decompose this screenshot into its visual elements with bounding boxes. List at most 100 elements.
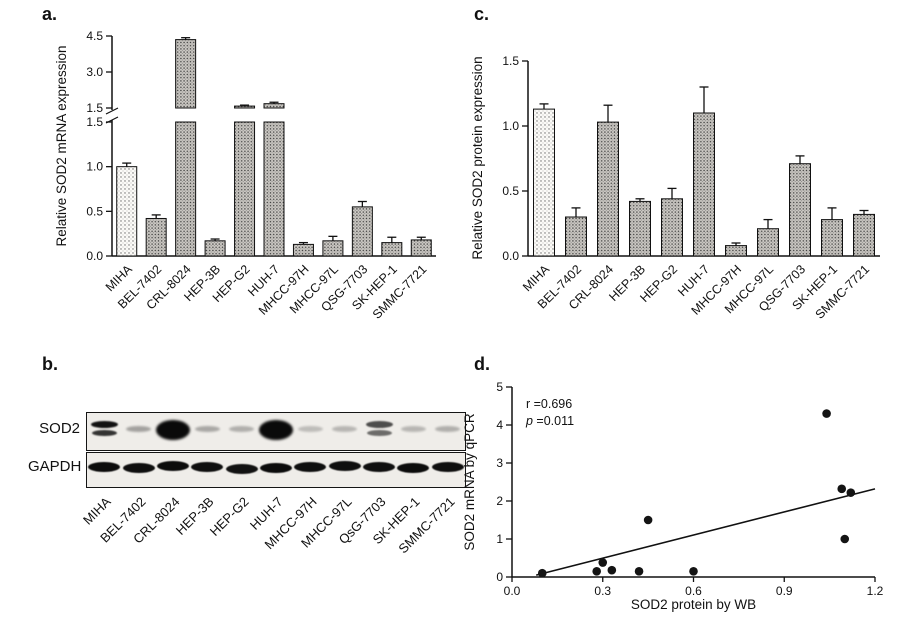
blot-band: [88, 462, 121, 472]
blot-band: [332, 426, 358, 432]
blot-band: [365, 421, 393, 428]
western-blot-sod2-strip: [86, 412, 466, 451]
y-tick-label: 0.5: [86, 204, 103, 218]
blot-band: [363, 462, 396, 472]
scatter-point: [822, 409, 831, 418]
bar-lower-segment: [175, 121, 197, 257]
scatter-point: [537, 568, 547, 578]
panel-d: d. 0.0 0.3 0.6 0.9 1.2 0 1 2 3 4 5 r =0.696 p =0.011…: [460, 352, 900, 622]
correlation-scatter-plot: 0.0 0.3 0.6 0.9 1.2 0 1 2 3 4 5 r =0.696 p =0.011 SOD…: [462, 380, 884, 612]
bar: [322, 240, 344, 257]
bar: [629, 200, 651, 257]
blot-row-label-sod2: SOD2: [39, 420, 80, 437]
blot-band: [260, 463, 292, 473]
scatter-point: [607, 565, 617, 575]
y-tick-label: 4.5: [86, 29, 103, 43]
blot-band: [122, 463, 155, 473]
panel-a: a. 0.0 0.5 1.0 1.5 1.5 3.0 4.5 MIHA BEL-7402 CRL-…: [28, 2, 468, 352]
bar: [292, 243, 314, 257]
annotation-p-value: p =0.011: [525, 414, 574, 428]
blot-band: [155, 420, 190, 440]
scatter-point: [846, 488, 856, 497]
bar: [533, 108, 555, 257]
bar: [853, 213, 875, 257]
bar: [204, 240, 226, 257]
bar: [381, 242, 403, 257]
panel-a-label: a.: [42, 4, 58, 24]
regression-line: [536, 488, 876, 576]
x-tick-label: 0.0: [504, 584, 521, 598]
bar-lower-segment: [234, 121, 256, 257]
blot-band: [435, 426, 461, 432]
bar: [565, 216, 587, 257]
bar: [693, 112, 715, 257]
bar: [597, 121, 619, 257]
blot-row-label-gapdh: GAPDH: [28, 458, 82, 475]
blot-band: [191, 462, 224, 472]
y-tick-label: 1.5: [502, 54, 519, 68]
y-tick-label: 0.0: [86, 249, 103, 263]
blot-band: [90, 421, 118, 428]
blot-band: [294, 462, 327, 472]
western-blot-gapdh-strip: [86, 452, 466, 488]
y-tick-label: 3.0: [86, 65, 103, 79]
y-tick-label: 1.0: [502, 119, 519, 133]
panel-b: b. SOD2 GAPDH MIHA BEL-7402 CRL-8024 HEP-3B…: [28, 352, 478, 620]
sod2-protein-bar-chart: 0.00.51.01.5MIHABEL-7402CRL-8024HEP-3BHE…: [470, 54, 880, 322]
bar-upper-segment: [175, 39, 197, 109]
y-tick-label: 0: [496, 570, 503, 584]
blot-band: [431, 462, 464, 472]
blot-band: [259, 420, 293, 440]
y-axis-title: SOD2 mRNA by qPCR: [462, 413, 477, 551]
panel-b-label: b.: [42, 354, 58, 374]
y-tick-label: 4: [496, 418, 503, 432]
blot-band: [297, 426, 323, 432]
blot-band: [229, 426, 255, 432]
sod2-mrna-bar-chart: 0.00.51.01.51.53.04.5MIHABEL-7402CRL-802…: [54, 29, 436, 322]
y-tick-label: 5: [496, 380, 503, 394]
y-tick-label: 0.5: [502, 184, 519, 198]
bar: [757, 228, 779, 257]
blot-band: [397, 463, 430, 473]
bar-upper-segment: [234, 105, 256, 109]
bar-upper-segment: [263, 103, 285, 109]
blot-band: [400, 426, 426, 432]
blot-band: [126, 426, 152, 432]
bar: [725, 245, 747, 257]
blot-band: [194, 426, 220, 432]
bar: [116, 166, 138, 257]
x-tick-label: 0.6: [685, 584, 702, 598]
y-tick-label: 1.5: [86, 115, 103, 129]
blot-band: [91, 430, 117, 436]
blot-band: [328, 461, 361, 471]
scatter-point: [840, 534, 850, 544]
scatter-point: [837, 484, 847, 494]
y-tick-label: 2: [496, 494, 503, 508]
bar-lower-segment: [263, 121, 285, 257]
x-axis-title: SOD2 protein by WB: [631, 597, 756, 612]
bar: [410, 239, 432, 257]
scatter-point: [689, 567, 698, 576]
axis-break-mark: [105, 107, 119, 115]
blot-band: [225, 464, 258, 474]
panel-d-label: d.: [474, 354, 490, 374]
scatter-point: [634, 567, 644, 576]
panel-c-label: c.: [474, 4, 490, 24]
scatter-point: [643, 515, 653, 525]
y-axis-title: Relative SOD2 protein expression: [470, 56, 485, 259]
y-tick-label: 0.0: [502, 249, 519, 263]
y-tick-label: 3: [496, 456, 503, 470]
x-tick-label: 0.9: [776, 584, 793, 598]
blot-band: [366, 430, 392, 436]
blot-band: [156, 461, 189, 471]
y-tick-label: 1.0: [86, 160, 103, 174]
y-tick-label: 1.5: [86, 101, 103, 115]
scatter-point: [592, 567, 601, 576]
bar: [789, 163, 811, 257]
bar: [145, 217, 167, 257]
annotation-r-value: r =0.696: [526, 397, 572, 411]
x-tick-label: 0.3: [594, 584, 611, 598]
scatter-point: [598, 558, 608, 567]
blot-lane-labels: MIHA BEL-7402 CRL-8024 HEP-3B HEP-G2 HUH-7 MHC…: [80, 494, 464, 604]
